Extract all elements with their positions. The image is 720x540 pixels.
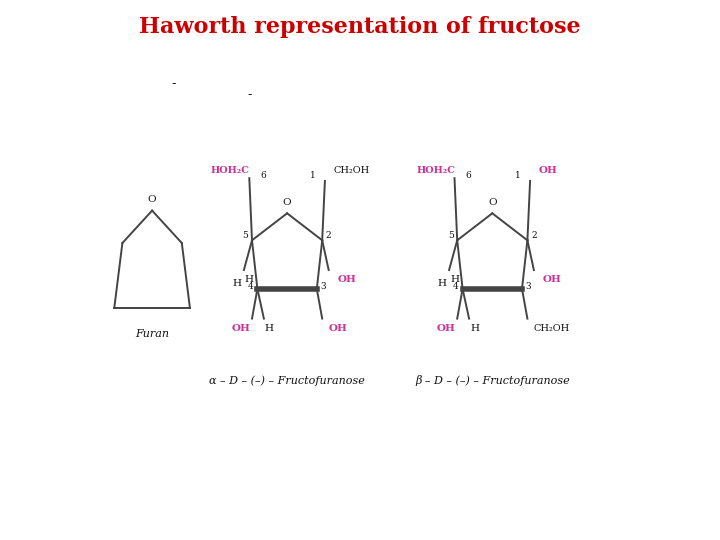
Text: β – D – (–) – Fructofuranose: β – D – (–) – Fructofuranose: [415, 375, 570, 386]
Text: O: O: [283, 198, 292, 207]
Text: H: H: [245, 275, 253, 285]
Text: H: H: [233, 279, 241, 288]
Text: 4: 4: [454, 282, 459, 291]
Text: 5: 5: [448, 232, 454, 240]
Text: 3: 3: [320, 282, 326, 291]
Text: H: H: [470, 324, 479, 333]
Text: 1: 1: [310, 171, 316, 180]
Text: OH: OH: [437, 324, 456, 333]
Text: Haworth representation of fructose: Haworth representation of fructose: [139, 16, 581, 38]
Text: OH: OH: [543, 275, 562, 285]
Text: 2: 2: [326, 232, 331, 240]
Text: OH: OH: [539, 166, 557, 174]
Text: 2: 2: [531, 232, 536, 240]
Text: -: -: [247, 88, 251, 101]
Text: H: H: [438, 279, 446, 288]
Text: CH₂OH: CH₂OH: [534, 324, 570, 333]
Text: O: O: [488, 198, 497, 207]
Text: 6: 6: [260, 171, 266, 180]
Text: 5: 5: [243, 232, 248, 240]
Text: 4: 4: [248, 282, 253, 291]
Text: 6: 6: [465, 171, 471, 180]
Text: 3: 3: [526, 282, 531, 291]
Text: OH: OH: [338, 275, 356, 285]
Text: O: O: [148, 195, 156, 204]
Text: 1: 1: [516, 171, 521, 180]
Text: HOH₂C: HOH₂C: [416, 166, 455, 174]
Text: H: H: [265, 324, 274, 333]
Text: -: -: [171, 77, 176, 90]
Text: CH₂OH: CH₂OH: [333, 166, 369, 174]
Text: α – D – (–) – Fructofuranose: α – D – (–) – Fructofuranose: [210, 375, 365, 386]
Text: OH: OH: [328, 324, 348, 333]
Text: Furan: Furan: [135, 329, 169, 340]
Text: HOH₂C: HOH₂C: [211, 166, 250, 174]
Text: H: H: [450, 275, 459, 285]
Text: OH: OH: [232, 324, 251, 333]
